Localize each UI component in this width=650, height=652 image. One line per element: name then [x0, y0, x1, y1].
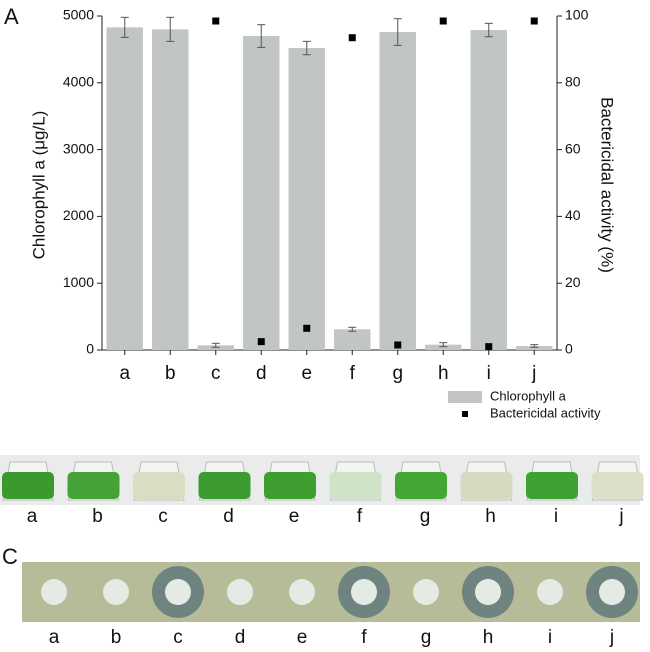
y-axis-title: Chlorophyll a (μg/L)	[29, 111, 48, 260]
flask-liquid	[460, 472, 513, 499]
photo-label: d	[235, 627, 246, 648]
flask-liquid	[329, 472, 382, 499]
marker	[394, 341, 402, 349]
photo-label: d	[223, 506, 234, 527]
bar	[470, 30, 507, 350]
legend-label: Chlorophyll a	[490, 388, 567, 403]
x-tick-label: d	[256, 363, 267, 384]
legend-label: Bactericidal activity	[490, 405, 601, 420]
photo-label: c	[173, 627, 183, 648]
flask-liquid	[133, 472, 185, 499]
legend-swatch	[462, 411, 468, 417]
flask-liquid	[2, 472, 54, 499]
flask-liquid	[67, 472, 120, 499]
y2-tick-label: 0	[565, 341, 573, 357]
flask-liquid	[591, 472, 644, 499]
panel-label: C	[2, 544, 18, 569]
x-tick-label: b	[165, 363, 176, 384]
disc	[413, 579, 439, 605]
disc	[289, 579, 315, 605]
marker	[303, 324, 311, 332]
x-tick-label: g	[392, 363, 403, 384]
photo-label: f	[357, 506, 363, 527]
y-tick-label: 2000	[63, 207, 94, 223]
x-tick-label: e	[301, 363, 312, 384]
photo-label: f	[361, 627, 367, 648]
x-tick-label: c	[211, 363, 221, 384]
y2-tick-label: 80	[565, 74, 581, 90]
y-tick-label: 0	[86, 341, 94, 357]
flask-liquid	[395, 472, 447, 499]
bar	[288, 48, 325, 351]
photo-label: g	[420, 506, 431, 527]
marker	[348, 34, 356, 42]
photo-label: a	[27, 506, 38, 527]
x-tick-label: a	[119, 363, 130, 384]
bar	[334, 329, 371, 350]
disc	[475, 579, 501, 605]
y2-tick-label: 60	[565, 140, 581, 156]
photo-label: e	[289, 506, 300, 527]
y-tick-label: 5000	[63, 7, 94, 23]
y2-axis-title: Bactericidal activity (%)	[598, 97, 617, 273]
y2-tick-label: 40	[565, 207, 581, 223]
x-tick-label: f	[350, 363, 356, 384]
photo-label: e	[297, 627, 308, 648]
disc	[227, 579, 253, 605]
photo-label: h	[485, 506, 496, 527]
photo-label: b	[111, 627, 122, 648]
x-tick-label: j	[531, 363, 536, 384]
photo-label: h	[483, 627, 494, 648]
photo-label: a	[49, 627, 60, 648]
y-tick-label: 3000	[63, 140, 94, 156]
bar	[106, 27, 143, 351]
legend-swatch	[448, 391, 482, 403]
photo-label: c	[158, 506, 168, 527]
y2-tick-label: 20	[565, 274, 581, 290]
bar	[379, 32, 416, 350]
marker	[530, 17, 538, 25]
disc	[599, 579, 625, 605]
bar	[516, 345, 553, 350]
y-tick-label: 1000	[63, 274, 94, 290]
x-tick-label: i	[487, 363, 491, 384]
flask-liquid	[198, 472, 251, 499]
marker	[439, 17, 447, 25]
marker	[485, 343, 493, 351]
disc	[103, 579, 129, 605]
photo-label: j	[618, 506, 623, 527]
disc	[41, 579, 67, 605]
flask-liquid	[526, 472, 578, 499]
disc	[165, 579, 191, 605]
disc	[351, 579, 377, 605]
photo-label: j	[609, 627, 614, 648]
panel-label: A	[4, 4, 19, 29]
photo-label: g	[421, 627, 432, 648]
marker	[257, 338, 265, 346]
photo-label: i	[548, 627, 552, 648]
bar	[152, 29, 189, 351]
bar	[243, 36, 280, 350]
y2-tick-label: 100	[565, 7, 589, 23]
photo-label: b	[92, 506, 103, 527]
bar	[425, 344, 462, 350]
flask-liquid	[264, 472, 316, 499]
marker	[212, 17, 220, 25]
x-tick-label: h	[438, 363, 449, 384]
y-tick-label: 4000	[63, 74, 94, 90]
photo-label: i	[554, 506, 558, 527]
disc	[537, 579, 563, 605]
